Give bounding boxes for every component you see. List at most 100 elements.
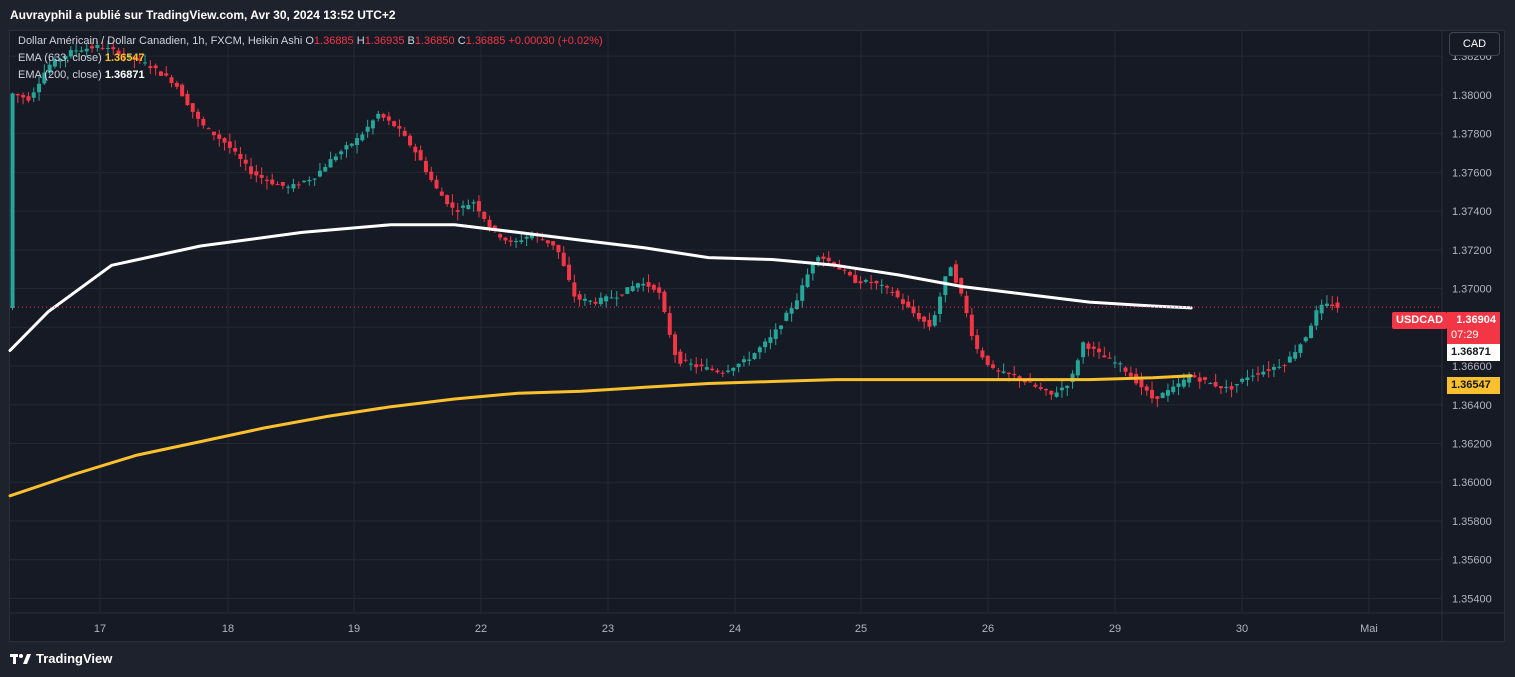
candle-body (816, 257, 821, 262)
candle-body (376, 113, 381, 119)
candle-body (1224, 386, 1229, 388)
candle-body (275, 184, 280, 186)
candle-body (1335, 302, 1340, 308)
candle-body (757, 347, 762, 353)
chart-frame[interactable] (9, 30, 1505, 642)
candle-body (185, 93, 190, 106)
tradingview-icon (10, 653, 31, 664)
candle-body (482, 212, 487, 219)
candle-body (683, 359, 688, 361)
y-tick-label: 1.37800 (1452, 129, 1492, 141)
candle-body (423, 160, 428, 173)
candle-body (715, 370, 720, 373)
x-tick-label: 24 (729, 623, 741, 635)
candle-body (1250, 375, 1255, 377)
y-tick-label: 1.35800 (1452, 516, 1492, 528)
candle-body (667, 313, 672, 335)
candle-body (296, 184, 301, 186)
ema200-legend[interactable]: EMA (200, close) 1.36871 (18, 69, 145, 81)
candle-body (15, 94, 20, 96)
candle-body (890, 291, 895, 294)
candle-body (137, 59, 142, 61)
candle-body (900, 299, 905, 304)
close-label: C (457, 35, 466, 47)
candle-body (95, 45, 100, 48)
candle-body (635, 283, 640, 288)
candle-body (572, 282, 577, 297)
candle-body (847, 272, 852, 276)
candle-body (567, 264, 572, 281)
candle-body (1314, 310, 1319, 326)
candle-body (826, 257, 831, 262)
low-value: 1.36850 (414, 35, 455, 47)
candle-body (556, 244, 561, 253)
ema633-line (8, 374, 1193, 498)
y-tick-label: 1.38000 (1452, 90, 1492, 102)
currency-button[interactable]: CAD (1449, 32, 1500, 56)
candle-body (1123, 367, 1128, 372)
candle-body (100, 47, 105, 49)
ema633-legend[interactable]: EMA (633, close) 1.36547 (18, 52, 145, 64)
candle-body (323, 166, 328, 172)
ema200-line (8, 223, 1193, 352)
candle-body (906, 301, 911, 308)
candle-body (317, 170, 322, 177)
candle-body (842, 269, 847, 271)
candle-body (1150, 389, 1155, 399)
candle-body (651, 284, 656, 290)
candle-body (964, 295, 969, 314)
y-tick-label: 1.35600 (1452, 555, 1492, 567)
candle-body (254, 171, 259, 176)
candle-body (1022, 380, 1027, 383)
candle-body (609, 297, 614, 299)
candle-body (37, 83, 42, 93)
candle-body (1271, 367, 1276, 370)
x-tick-label: 23 (602, 623, 614, 635)
candle-body (328, 159, 333, 168)
candle-body (588, 300, 593, 302)
candle-body (217, 134, 222, 139)
candle-body (450, 202, 455, 208)
candle-body (763, 341, 768, 348)
candle-body (105, 47, 110, 49)
candle-body (233, 148, 238, 152)
candle-body (381, 114, 386, 118)
candle-body (1091, 346, 1096, 349)
x-tick-label: Mai (1360, 623, 1378, 635)
x-tick-label: 19 (348, 623, 360, 635)
candle-body (1208, 383, 1213, 385)
candle-body (291, 184, 296, 189)
candle-body (1012, 373, 1017, 376)
candle-body (1298, 344, 1303, 353)
candle-body (1309, 325, 1314, 339)
close-value: 1.36885 (465, 35, 506, 47)
candle-body (434, 179, 439, 189)
candle-body (800, 285, 805, 301)
candle-body (339, 151, 344, 155)
candle-body (1256, 373, 1261, 375)
tradingview-logo[interactable]: TradingView (10, 651, 112, 666)
change-value: +0.00030 (+0.02%) (508, 35, 603, 47)
candle-body (1229, 386, 1234, 390)
candle-body (52, 59, 57, 67)
candle-body (455, 210, 460, 212)
candle-body (969, 314, 974, 337)
ema200-price-tag: 1.36871 (1447, 344, 1500, 361)
candle-body (1266, 369, 1271, 371)
candle-body (116, 50, 121, 55)
candle-body (932, 315, 937, 326)
ohlc-legend: Dollar Américain / Dollar Canadien, 1h, … (18, 35, 603, 47)
candle-body (127, 54, 132, 56)
candle-body (180, 84, 185, 97)
candle-body (461, 205, 466, 208)
candle-body (280, 182, 285, 186)
candle-body (418, 150, 423, 161)
candle-body (1070, 373, 1075, 383)
candle-body (10, 93, 15, 308)
candle-body (916, 312, 921, 320)
candle-body (519, 240, 524, 242)
candle-body (238, 153, 243, 159)
candle-body (699, 364, 704, 367)
candle-body (1118, 363, 1123, 365)
